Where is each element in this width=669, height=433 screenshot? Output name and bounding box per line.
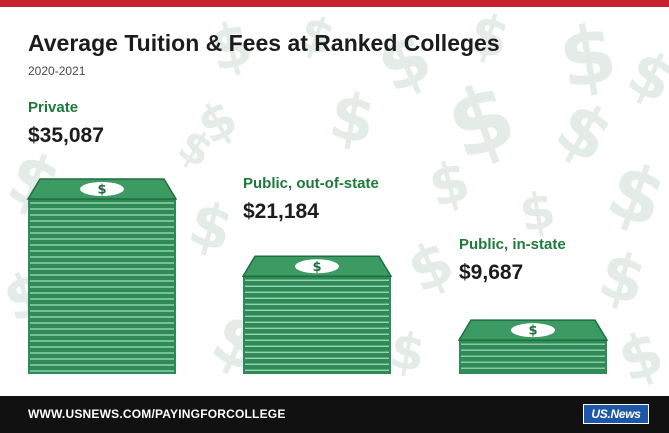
dollar-sign-icon: $: [528, 324, 537, 339]
usnews-logo: US.News: [583, 404, 649, 424]
bill-emblem-icon: [295, 259, 339, 274]
dollar-sign-icon: $: [312, 260, 321, 275]
bill-stack-public-in-state: [459, 340, 607, 374]
value-label-public-out-of-state: $21,184: [243, 200, 319, 223]
category-label-public-out-of-state: Public, out-of-state: [243, 175, 379, 192]
bar-public-out-of-state: $: [241, 255, 393, 374]
bar-private: $: [26, 178, 178, 374]
bill-stack-public-out-of-state: [243, 276, 391, 374]
bar-public-in-state: $: [457, 319, 609, 374]
category-label-private: Private: [28, 99, 79, 116]
category-label-public-in-state: Public, in-state: [459, 236, 566, 253]
footer-url: WWW.USNEWS.COM/PAYINGFORCOLLEGE: [28, 407, 286, 421]
footer-bar: WWW.USNEWS.COM/PAYINGFORCOLLEGE US.News: [0, 396, 669, 433]
chart-title: Average Tuition & Fees at Ranked College…: [28, 30, 500, 56]
value-label-public-in-state: $9,687: [459, 261, 524, 284]
top-accent-bar: [0, 0, 669, 7]
bill-emblem-icon: [511, 323, 555, 338]
chart-subtitle: 2020-2021: [28, 64, 86, 78]
dollar-sign-icon: $: [97, 183, 106, 198]
value-label-private: $35,087: [28, 124, 104, 147]
bill-emblem-icon: [80, 182, 124, 196]
